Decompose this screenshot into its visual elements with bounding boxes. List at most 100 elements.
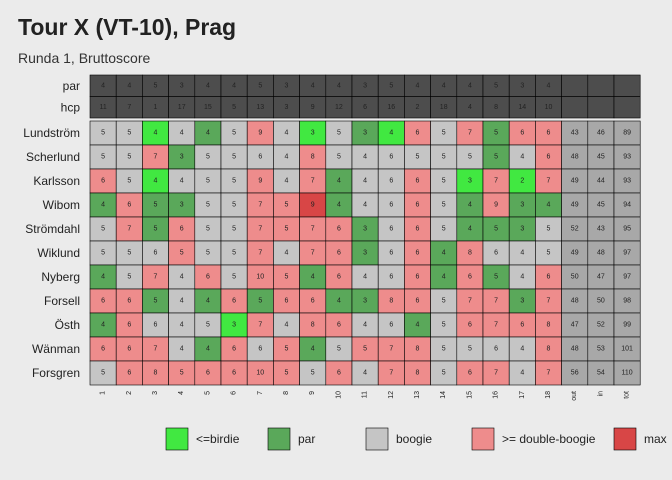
score-value: 4 — [206, 346, 210, 353]
score-value: 4 — [337, 298, 341, 305]
score-cell — [430, 192, 458, 218]
score-cell — [168, 168, 196, 194]
player-name: Wibom — [43, 198, 80, 212]
column-label-tot: tot — [624, 391, 631, 399]
score-value: 5 — [442, 202, 446, 209]
score-value: 7 — [311, 250, 315, 257]
score-value: 9 — [258, 130, 262, 137]
score-value: 6 — [127, 346, 131, 353]
score-value: 5 — [468, 154, 472, 161]
score-value: 6 — [101, 298, 105, 305]
score-cell — [561, 144, 589, 170]
column-label-13: 13 — [414, 391, 421, 399]
score-value: 5 — [127, 178, 131, 185]
header-row-label-hcp: hcp — [61, 100, 81, 114]
score-value: 5 — [154, 298, 158, 305]
score-value: 6 — [285, 298, 289, 305]
score-value: 9 — [494, 202, 498, 209]
score-value: 5 — [285, 202, 289, 209]
score-cell — [246, 240, 274, 266]
player-name: Östh — [55, 318, 80, 332]
score-cell — [587, 240, 615, 266]
header-cell-value: 4 — [127, 82, 131, 89]
score-value: 4 — [180, 346, 184, 353]
column-label-14: 14 — [440, 391, 447, 399]
score-cell — [168, 360, 196, 386]
score-cell — [220, 288, 248, 314]
score-cell — [115, 312, 143, 338]
score-cell — [299, 144, 327, 170]
score-cell — [351, 120, 379, 146]
header-cell-value: 3 — [520, 82, 524, 89]
player-name: Karlsson — [33, 174, 80, 188]
score-value: 6 — [389, 322, 393, 329]
score-value: 4 — [101, 274, 105, 281]
score-value: 4 — [416, 322, 420, 329]
score-value: 4 — [363, 370, 367, 377]
header-cell-value: 15 — [204, 104, 212, 111]
score-cell — [325, 216, 353, 242]
score-cell — [246, 168, 274, 194]
score-value: 94 — [623, 202, 631, 209]
score-value: 6 — [206, 274, 210, 281]
score-value: 3 — [520, 226, 524, 233]
score-value: 5 — [101, 154, 105, 161]
score-value: 49 — [571, 178, 579, 185]
score-value: 4 — [285, 250, 289, 257]
score-value: 93 — [623, 178, 631, 185]
score-value: 9 — [258, 178, 262, 185]
score-cell — [194, 120, 222, 146]
score-value: 53 — [597, 346, 605, 353]
score-value: 43 — [571, 130, 579, 137]
score-cell — [561, 240, 589, 266]
score-value: 45 — [597, 154, 605, 161]
score-value: 5 — [468, 346, 472, 353]
score-cell — [89, 240, 117, 266]
score-cell — [115, 216, 143, 242]
score-cell — [220, 336, 248, 362]
score-value: 4 — [180, 178, 184, 185]
score-value: 5 — [232, 178, 236, 185]
score-cell — [482, 240, 510, 266]
score-cell — [299, 168, 327, 194]
score-value: 4 — [442, 274, 446, 281]
score-cell — [482, 264, 510, 290]
score-cell — [325, 192, 353, 218]
score-value: 89 — [623, 130, 631, 137]
header-cell-value: 4 — [547, 82, 551, 89]
player-name: Forsell — [44, 294, 80, 308]
score-cell — [246, 192, 274, 218]
score-cell — [142, 336, 169, 362]
score-cell — [482, 168, 510, 194]
score-cell — [351, 360, 379, 386]
score-cell — [115, 192, 143, 218]
score-value: 6 — [337, 274, 341, 281]
column-label-2: 2 — [126, 391, 133, 395]
score-value: 6 — [258, 154, 262, 161]
score-cell — [482, 216, 510, 242]
legend-label: par — [298, 432, 315, 446]
header-cell — [561, 96, 589, 119]
score-value: 5 — [206, 322, 210, 329]
score-value: 47 — [571, 322, 579, 329]
score-cell — [404, 312, 431, 338]
score-cell — [377, 240, 405, 266]
score-cell — [325, 360, 353, 386]
score-value: 5 — [285, 370, 289, 377]
score-cell — [508, 336, 536, 362]
score-value: 6 — [154, 322, 158, 329]
score-value: 5 — [337, 346, 341, 353]
score-cell — [535, 240, 562, 266]
legend-swatch — [165, 427, 189, 451]
score-value: 3 — [311, 130, 315, 137]
score-value: 6 — [337, 322, 341, 329]
score-cell — [613, 192, 641, 218]
score-value: 3 — [520, 202, 524, 209]
score-cell — [561, 192, 589, 218]
score-cell — [325, 120, 353, 146]
column-label-4: 4 — [178, 391, 185, 395]
score-cell — [430, 120, 458, 146]
header-cell-value: 7 — [127, 104, 131, 111]
score-value: 4 — [363, 322, 367, 329]
header-cell-value: 4 — [468, 82, 472, 89]
